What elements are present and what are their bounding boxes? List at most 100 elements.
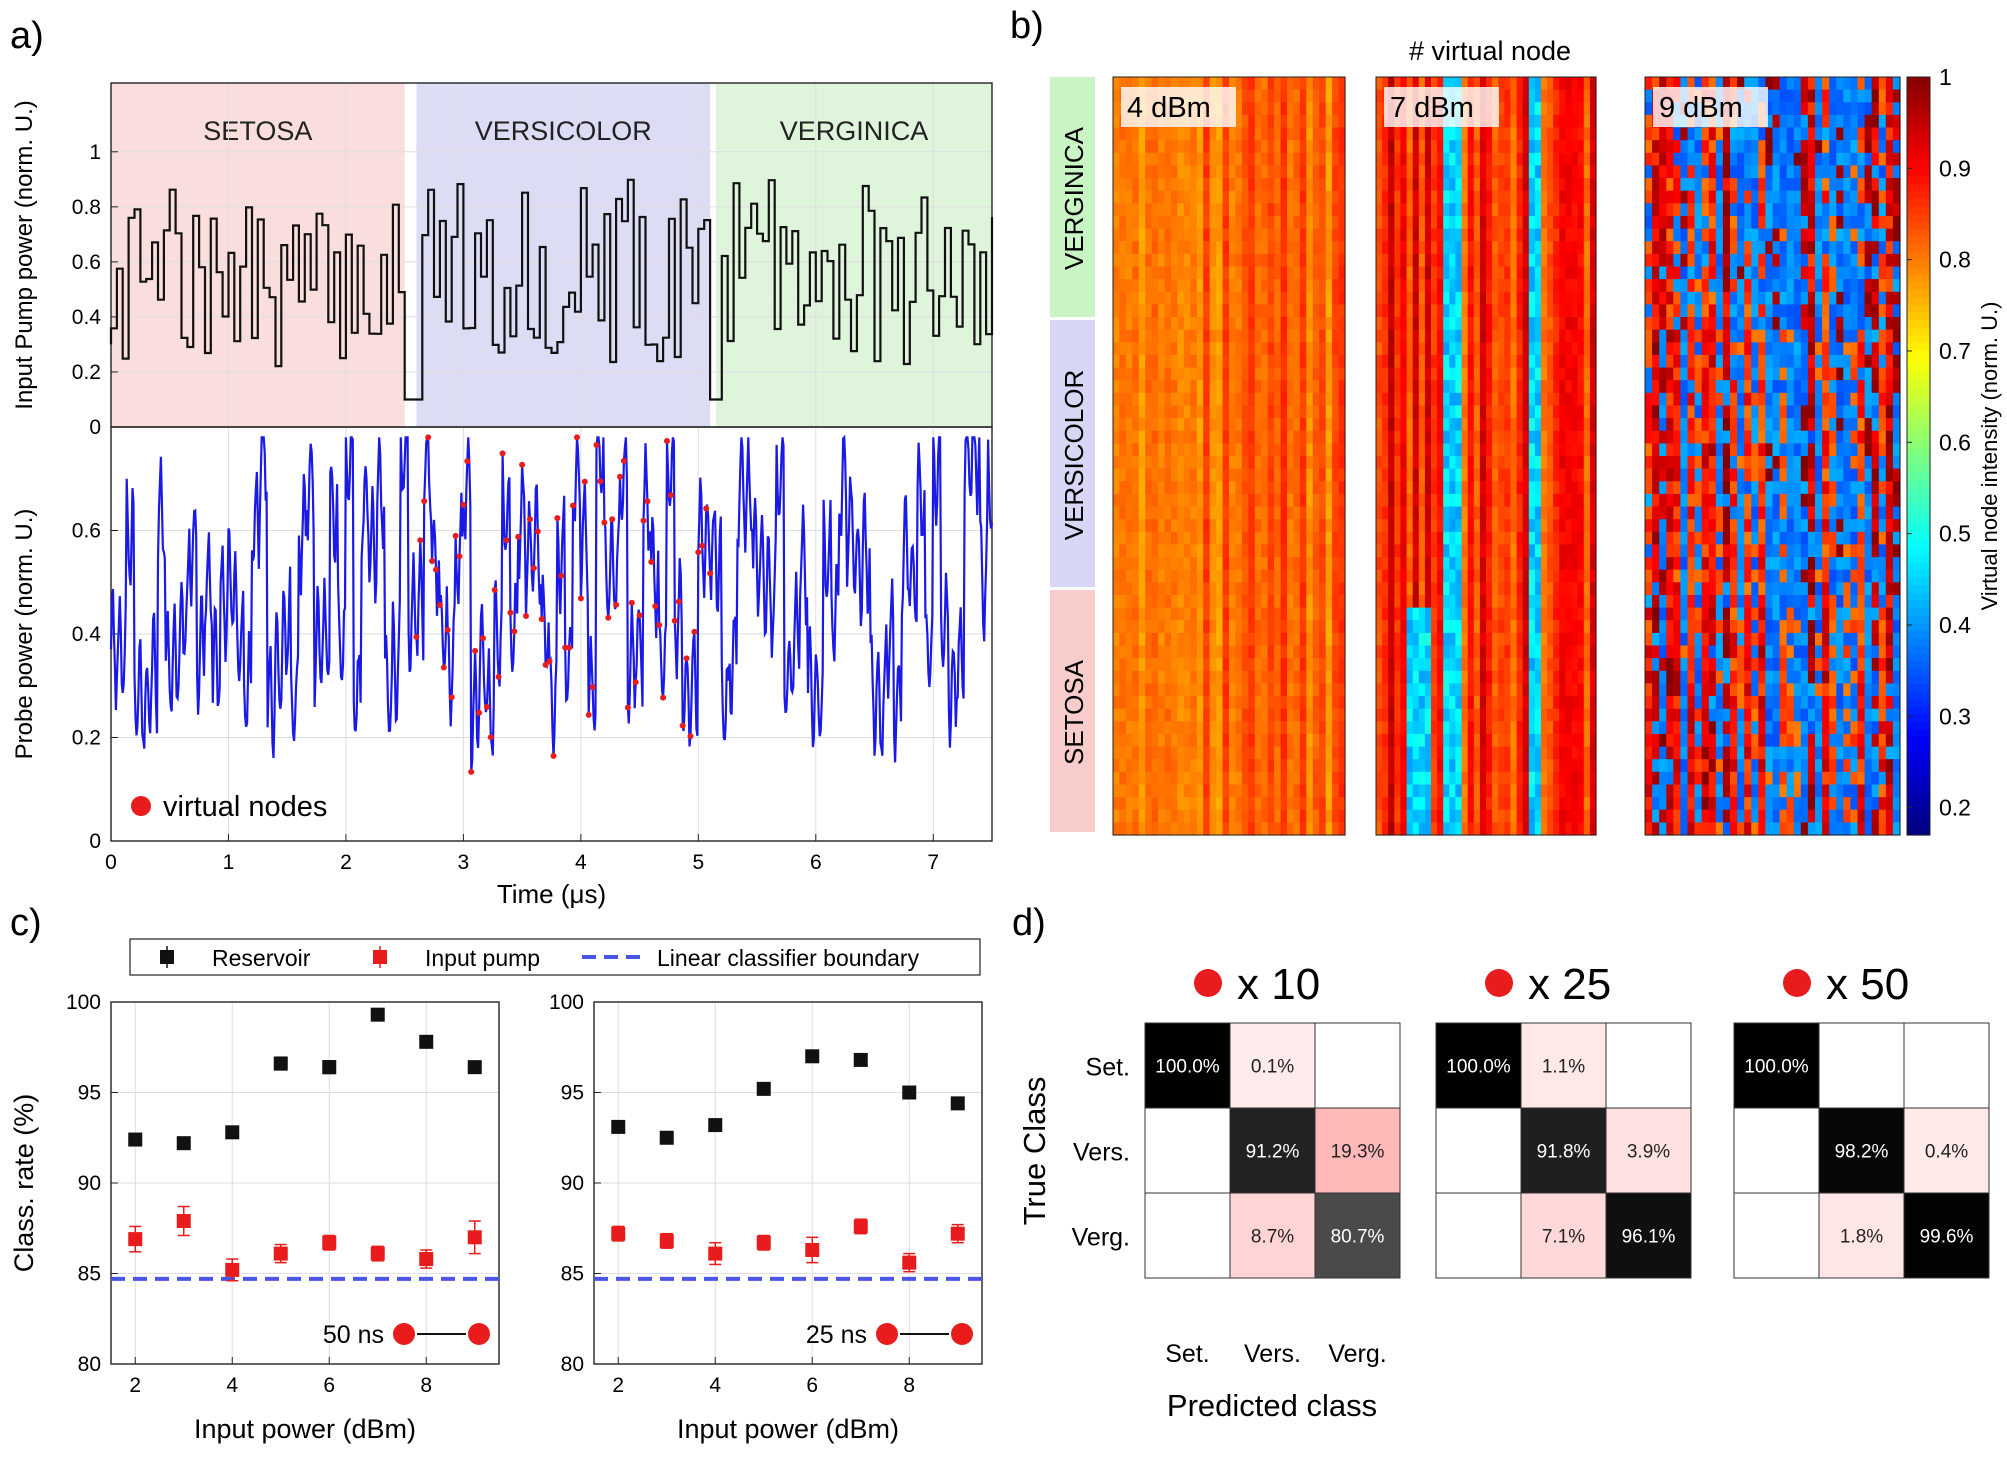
heatmap-cell bbox=[1431, 380, 1438, 394]
heatmap-cell bbox=[1382, 241, 1389, 255]
heatmap-cell bbox=[1504, 430, 1511, 444]
heatmap-cell bbox=[1338, 418, 1346, 432]
heatmap-cell bbox=[1338, 746, 1346, 760]
heatmap-cell bbox=[1325, 266, 1333, 280]
heatmap-cell bbox=[1528, 89, 1536, 103]
heatmap-cell bbox=[1394, 430, 1401, 444]
heatmap-cell bbox=[1119, 493, 1127, 508]
heatmap-cell bbox=[1306, 279, 1314, 293]
heatmap-cell bbox=[1583, 797, 1591, 811]
heatmap-cell bbox=[1449, 317, 1456, 331]
heatmap-cell bbox=[1498, 519, 1505, 533]
heatmap-cell bbox=[1138, 140, 1146, 154]
heatmap-cell bbox=[1119, 354, 1127, 369]
heatmap-cell bbox=[1473, 468, 1481, 482]
heatmap-cell bbox=[1254, 152, 1262, 166]
heatmap-cell bbox=[1388, 190, 1395, 204]
heatmap-cell bbox=[1498, 620, 1505, 634]
heatmap-cell bbox=[1196, 519, 1204, 533]
heatmap-cell bbox=[1565, 557, 1573, 571]
heatmap-cell bbox=[1473, 304, 1481, 318]
heatmap-cell bbox=[1319, 216, 1327, 230]
heatmap-cell bbox=[1177, 241, 1185, 255]
heatmap-cell bbox=[1196, 152, 1204, 166]
heatmap-cell bbox=[1229, 228, 1236, 242]
heatmap-cell bbox=[1388, 721, 1395, 735]
heatmap-cell bbox=[1177, 746, 1185, 760]
heatmap-cell bbox=[1319, 519, 1327, 533]
heatmap-cell bbox=[1287, 216, 1294, 230]
virtual-node-point bbox=[487, 734, 494, 741]
heatmap-cell bbox=[1382, 329, 1389, 343]
heatmap-cell bbox=[1528, 658, 1536, 672]
heatmap-cell bbox=[1280, 468, 1288, 482]
heatmap-cell bbox=[1241, 77, 1249, 91]
heatmap-cell bbox=[1394, 392, 1401, 406]
heatmap-cell bbox=[1779, 89, 1788, 103]
heatmap-cell bbox=[1400, 683, 1408, 697]
heatmap-cell bbox=[1583, 632, 1591, 647]
heatmap-cell bbox=[1196, 203, 1204, 217]
heatmap-cell bbox=[1589, 178, 1597, 192]
virtual-node-point bbox=[503, 537, 510, 544]
heatmap-cell bbox=[1547, 708, 1554, 722]
heatmap-cell bbox=[1229, 279, 1236, 293]
heatmap-cell bbox=[1376, 683, 1383, 697]
heatmap-cell bbox=[1424, 569, 1432, 583]
heatmap-cell bbox=[1687, 190, 1696, 204]
heatmap-cell bbox=[1274, 342, 1282, 356]
heatmap-cell bbox=[1261, 102, 1269, 116]
heatmap-cell bbox=[1412, 291, 1420, 305]
heatmap-cell bbox=[1332, 216, 1340, 230]
heatmap-cell bbox=[1528, 367, 1536, 381]
heatmap-cell bbox=[1119, 367, 1127, 381]
heatmap-cell bbox=[1437, 645, 1444, 659]
heatmap-cell bbox=[1534, 822, 1542, 836]
heatmap-cell bbox=[1113, 582, 1120, 596]
heatmap-cell bbox=[1528, 228, 1536, 242]
heatmap-cell bbox=[1203, 822, 1211, 836]
heatmap-cell bbox=[1382, 380, 1389, 394]
heatmap-cell bbox=[1306, 114, 1314, 129]
heatmap-cell bbox=[1190, 569, 1198, 583]
heatmap-cell bbox=[1418, 708, 1426, 722]
heatmap-cell bbox=[1473, 367, 1481, 381]
heatmap-cell bbox=[1534, 645, 1542, 659]
heatmap-cell bbox=[1216, 595, 1224, 609]
heatmap-cell bbox=[1504, 620, 1511, 634]
heatmap-cell bbox=[1209, 519, 1217, 533]
heatmap-cell bbox=[1547, 493, 1554, 508]
heatmap-cell bbox=[1158, 317, 1166, 331]
heatmap-cell bbox=[1235, 77, 1243, 91]
heatmap-cell bbox=[1412, 178, 1420, 192]
heatmap-cell bbox=[1400, 582, 1408, 596]
heatmap-cell bbox=[1125, 481, 1133, 495]
heatmap-cell bbox=[1547, 468, 1554, 482]
heatmap-cell bbox=[1522, 380, 1530, 394]
heatmap-cell bbox=[1299, 266, 1307, 280]
heatmap-cell bbox=[1431, 493, 1438, 508]
heatmap-cell bbox=[1541, 569, 1548, 583]
heatmap-cell bbox=[1254, 733, 1262, 748]
heatmap-cell bbox=[1254, 809, 1262, 823]
heatmap-cell bbox=[1467, 228, 1475, 242]
heatmap-cell bbox=[1547, 228, 1554, 242]
heatmap-cell bbox=[1864, 152, 1873, 166]
heatmap-cell bbox=[1376, 329, 1383, 343]
heatmap-cell bbox=[1565, 822, 1573, 836]
heatmap-cell bbox=[1158, 771, 1166, 785]
heatmap-cell bbox=[1589, 418, 1597, 432]
heatmap-cell bbox=[1280, 456, 1288, 470]
heatmap-cell bbox=[1261, 241, 1269, 255]
heatmap-cell bbox=[1216, 708, 1224, 722]
heatmap-cell bbox=[1559, 279, 1566, 293]
heatmap-cell bbox=[1431, 241, 1438, 255]
heatmap-cell bbox=[1299, 658, 1307, 672]
heatmap-cell bbox=[1467, 557, 1475, 571]
heatmap-cell bbox=[1492, 670, 1499, 684]
heatmap-cell bbox=[1412, 418, 1420, 432]
heatmap-cell bbox=[1248, 114, 1256, 129]
heatmap-cell bbox=[1418, 380, 1426, 394]
heatmap-cell bbox=[1473, 721, 1481, 735]
heatmap-cell bbox=[1455, 544, 1463, 558]
